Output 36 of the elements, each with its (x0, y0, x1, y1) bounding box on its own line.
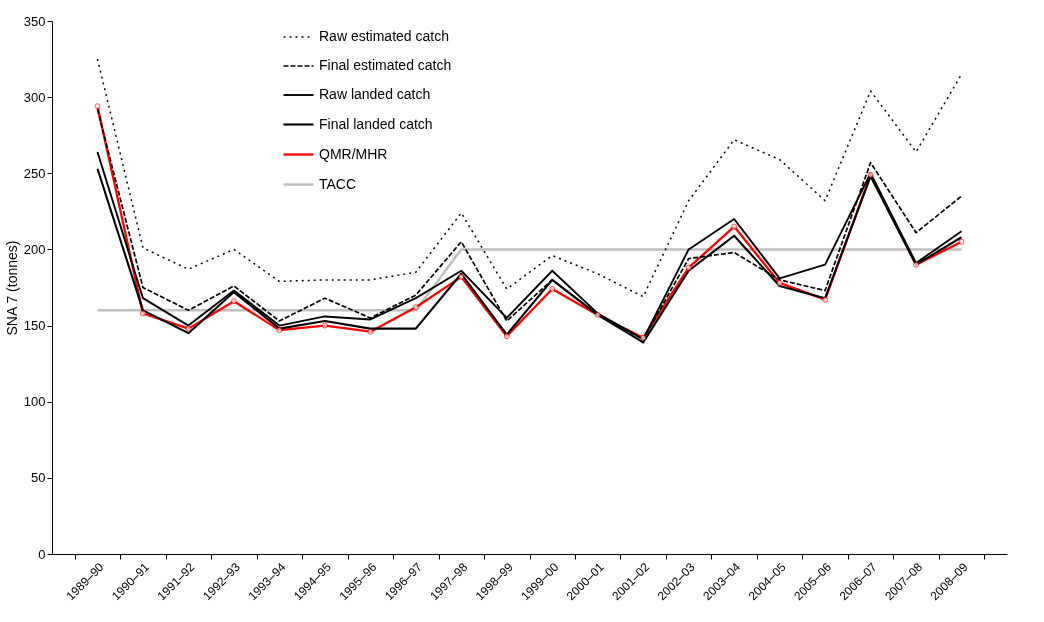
point (731, 223, 738, 230)
point (412, 304, 419, 311)
legend-label: TACC (319, 175, 357, 192)
legend-label: Raw landed catch (319, 86, 431, 102)
point (867, 171, 874, 178)
legend-label: Final estimated catch (319, 57, 452, 73)
line-series (96, 58, 963, 298)
y-tick-label: 300 (23, 89, 46, 105)
y-tick-label: 50 (31, 470, 46, 486)
legend-label: Final landed catch (319, 115, 433, 132)
point (276, 327, 283, 334)
point (594, 311, 601, 318)
y-tick-label: 0 (38, 546, 46, 562)
y-tick-label: 200 (23, 241, 46, 257)
point (367, 328, 374, 335)
y-tick-label: 250 (23, 165, 46, 181)
y-tick-label: 100 (23, 394, 46, 410)
point (549, 286, 556, 293)
point (822, 296, 829, 303)
point (503, 333, 510, 340)
point (230, 298, 237, 305)
legend-label: QMR/MHR (319, 145, 388, 162)
point (94, 103, 101, 110)
point (321, 322, 328, 329)
point (958, 238, 965, 245)
point (776, 279, 783, 286)
y-tick-label: 150 (23, 318, 46, 334)
y-tick-label: 350 (23, 13, 46, 29)
point (685, 264, 692, 271)
point (185, 325, 192, 332)
legend-label: Raw estimated catch (319, 28, 449, 44)
point (458, 273, 465, 280)
point (139, 310, 146, 317)
point (640, 334, 647, 341)
y-axis-title: SNA 7 (tonnes) (3, 240, 20, 336)
point (913, 261, 920, 268)
